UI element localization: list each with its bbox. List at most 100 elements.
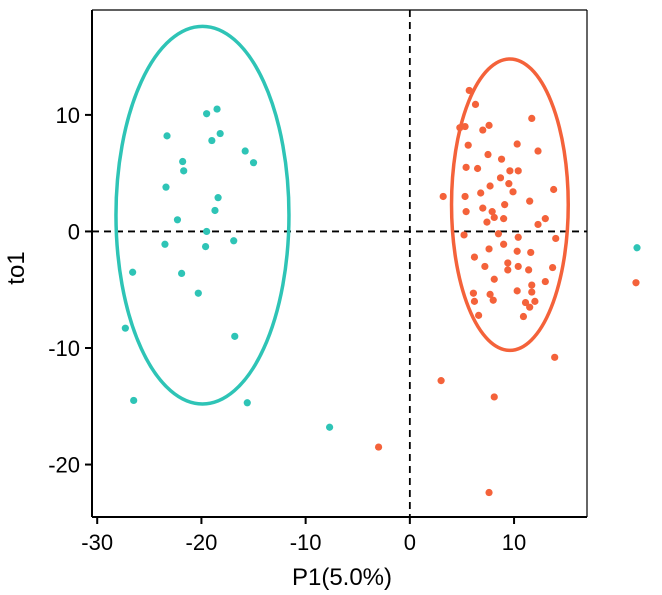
- group2-point-57: [489, 296, 497, 304]
- group1-point-1: [213, 105, 221, 113]
- group2-point-9: [484, 150, 492, 159]
- y-axis-title: to1: [3, 251, 30, 284]
- group2-point-38: [500, 240, 508, 248]
- group1-point-14: [161, 240, 169, 248]
- group1-point-21: [231, 332, 239, 340]
- group2-point-14: [506, 167, 514, 175]
- group2-point-61: [475, 311, 483, 319]
- group2-point-8: [513, 140, 521, 148]
- group1-point-13: [203, 227, 211, 236]
- group2-point-45: [549, 263, 557, 272]
- group2-point-62: [519, 312, 528, 321]
- group2-point-4: [461, 122, 469, 131]
- group2-point-17: [505, 180, 513, 188]
- group2-point-16: [496, 174, 505, 182]
- group2-point-0: [465, 86, 473, 95]
- group2-point-36: [514, 233, 522, 241]
- y-tick-label-3: -20: [48, 453, 80, 478]
- group2-point-59: [526, 303, 534, 311]
- x-tick-label-2: -10: [290, 530, 322, 555]
- group2-point-66: [485, 488, 493, 497]
- group2-point-64: [437, 377, 445, 385]
- group2-point-25: [479, 204, 487, 212]
- group2-point-21: [509, 188, 517, 196]
- group2-point-32: [483, 218, 491, 226]
- group2-point-34: [494, 230, 503, 238]
- group1-point-9: [162, 183, 170, 191]
- group1-point-12: [173, 216, 182, 224]
- group2-point-11: [497, 155, 506, 163]
- x-axis-title: P1(5.0%): [292, 564, 392, 591]
- group1-point-8: [180, 167, 188, 175]
- group1-point-4: [208, 136, 216, 145]
- group2-point-23: [461, 192, 469, 201]
- group2-point-65: [490, 393, 498, 401]
- group2-point-55: [528, 288, 536, 296]
- x-tick-label-3: 0: [404, 530, 416, 555]
- group2-point-56: [470, 297, 479, 305]
- y-tick-label-1: 0: [68, 219, 80, 244]
- group2-point-48: [525, 266, 533, 274]
- group2-point-44: [481, 262, 489, 271]
- group1-point-17: [129, 268, 137, 276]
- group2-point-27: [462, 208, 470, 216]
- x-tick-label-4: 10: [502, 530, 526, 555]
- group1-point-0: [203, 110, 211, 118]
- group2-point-40: [513, 247, 521, 255]
- group1-confidence-ellipse: [114, 24, 291, 406]
- group2-point-18: [486, 182, 494, 190]
- group1-point-7: [249, 159, 258, 167]
- group2-point-46: [504, 266, 512, 274]
- axes: -30 -20 -10 0 10 10 0 -10 -20: [48, 9, 588, 555]
- group2-point-54: [513, 287, 521, 295]
- group2-point-47: [514, 262, 522, 271]
- y-tick-label-0: 10: [56, 103, 80, 128]
- group2-point-20: [477, 189, 485, 197]
- x-tick-label-1: -20: [186, 530, 218, 555]
- plot-area: [92, 10, 641, 517]
- group1-point-5: [241, 147, 249, 155]
- group2-point-43: [504, 259, 512, 267]
- group2-point-41: [527, 248, 535, 257]
- group2-point-28: [488, 208, 496, 216]
- group2-point-26: [501, 201, 509, 209]
- group2-point-29: [490, 213, 498, 222]
- group2-confidence-ellipse: [449, 57, 570, 353]
- group2-point-60: [531, 297, 539, 305]
- group2-point-67: [374, 443, 383, 451]
- group2-point-24: [526, 197, 534, 205]
- group2-point-53: [486, 290, 494, 298]
- group1-point-18: [178, 269, 186, 278]
- group2-point-13: [473, 164, 482, 173]
- group1-point-24: [326, 423, 334, 431]
- group2-point-35: [460, 231, 468, 239]
- group1-point-15: [201, 243, 210, 251]
- group2-point-42: [470, 253, 479, 261]
- group2-point-33: [534, 220, 542, 229]
- group1-point-19: [194, 289, 202, 297]
- group2-point-5: [479, 126, 487, 134]
- group1-point-2: [163, 132, 171, 140]
- group2-point-52: [469, 289, 478, 297]
- group1-point-3: [216, 129, 224, 138]
- group1-point-10: [214, 194, 222, 202]
- group2-point-15: [514, 167, 522, 175]
- group1-point-22: [130, 396, 138, 405]
- group2-point-12: [462, 163, 470, 171]
- y-tick-label-2: -10: [48, 336, 80, 361]
- group2-point-30: [500, 215, 508, 223]
- group2-point-31: [541, 215, 549, 223]
- group2-point-22: [439, 192, 447, 201]
- group2-point-2: [528, 114, 536, 122]
- group2-point-6: [485, 121, 493, 129]
- group2-point-1: [471, 100, 480, 109]
- group2-point-19: [550, 185, 558, 194]
- group1-point-16: [230, 237, 238, 245]
- group2-point-68: [632, 279, 640, 287]
- group2-point-49: [490, 275, 498, 283]
- group1-point-11: [211, 206, 219, 215]
- x-tick-label-0: -30: [81, 530, 113, 555]
- group1-point-23: [243, 399, 251, 407]
